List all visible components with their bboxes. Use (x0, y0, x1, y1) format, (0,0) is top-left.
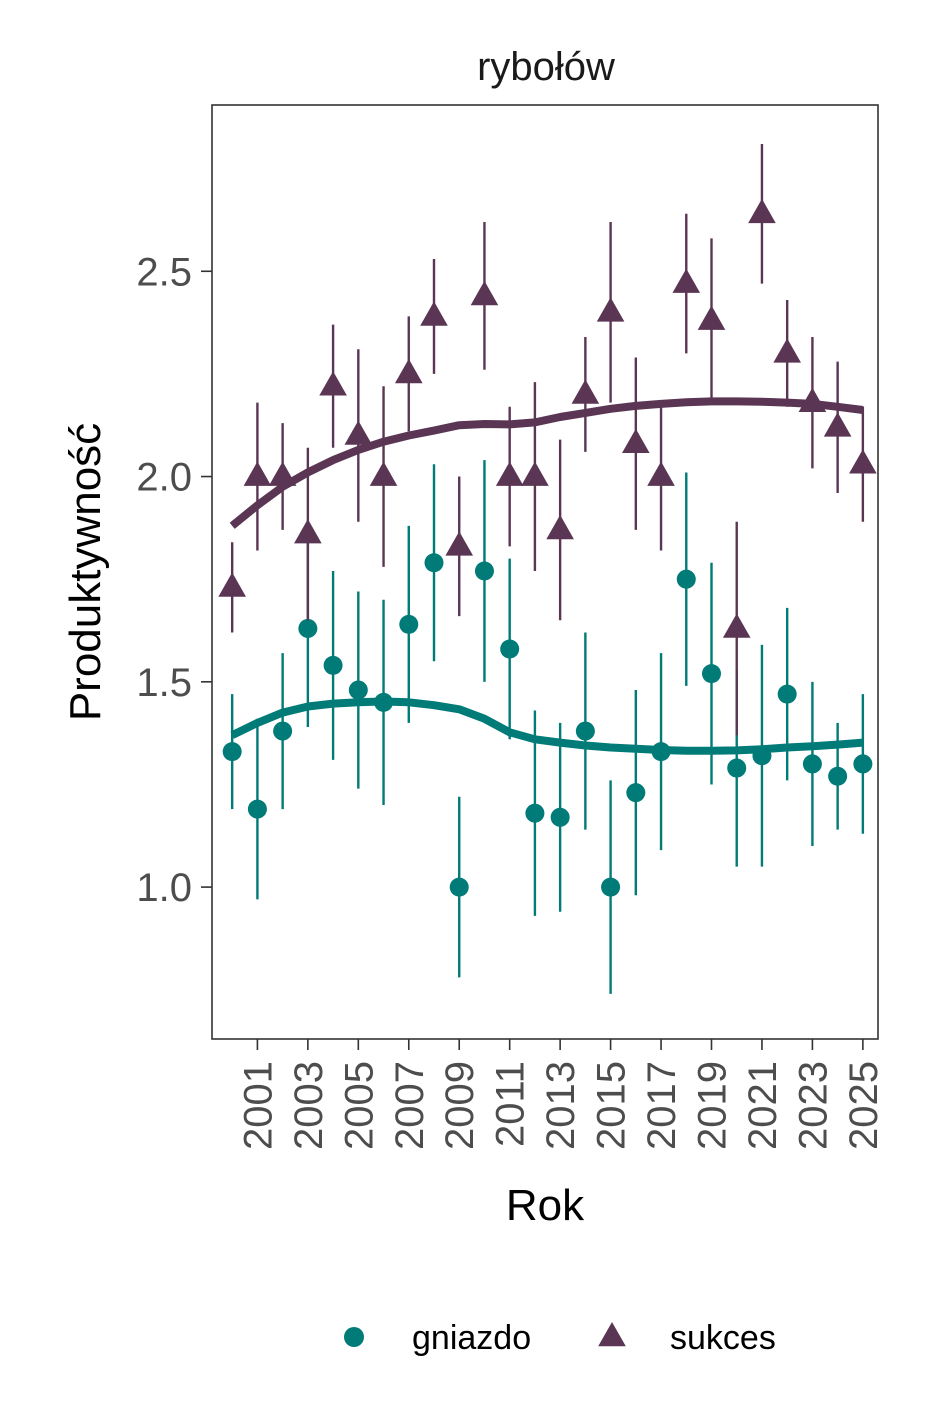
x-tick-label: 2003 (287, 1061, 331, 1150)
point-gniazdo (651, 742, 671, 762)
point-sukces (647, 461, 675, 486)
x-tick-label: 2005 (337, 1061, 381, 1150)
chart-title: rybołów (477, 45, 615, 89)
point-gniazdo (550, 807, 570, 827)
series-sukces (218, 144, 877, 736)
point-gniazdo (676, 569, 696, 589)
point-gniazdo (525, 803, 545, 823)
x-tick-label: 2001 (236, 1061, 280, 1150)
legend-label-gniazdo: gniazdo (412, 1319, 531, 1357)
point-sukces (773, 338, 801, 363)
x-axis-title: Rok (506, 1181, 585, 1230)
x-tick-label: 2017 (640, 1061, 684, 1150)
point-sukces (748, 198, 776, 224)
point-sukces (521, 461, 549, 486)
x-tick-label: 2009 (438, 1061, 482, 1150)
point-sukces (672, 268, 701, 293)
point-gniazdo (575, 721, 595, 741)
series-gniazdo (222, 460, 873, 994)
x-tick-label: 2015 (590, 1061, 634, 1150)
point-gniazdo (702, 664, 721, 684)
point-gniazdo (474, 561, 494, 581)
point-gniazdo (500, 639, 520, 659)
point-gniazdo (273, 721, 293, 741)
point-sukces (697, 305, 726, 330)
point-sukces (849, 449, 877, 474)
y-tick-label: 1.5 (136, 661, 192, 705)
point-gniazdo (802, 754, 822, 774)
point-sukces (394, 358, 423, 384)
x-tick-label: 2007 (388, 1061, 432, 1150)
x-tick-label: 2019 (691, 1061, 735, 1150)
x-tick-label: 2021 (741, 1061, 785, 1150)
x-tick-label: 2023 (791, 1061, 835, 1150)
point-gniazdo (828, 766, 848, 786)
y-tick-label: 1.0 (136, 866, 192, 910)
point-gniazdo (626, 783, 646, 803)
point-gniazdo (374, 692, 394, 712)
point-sukces (622, 428, 650, 454)
point-sukces (798, 387, 827, 412)
y-axis-title: Produktywność (61, 423, 110, 721)
point-sukces (495, 461, 524, 486)
point-sukces (571, 379, 600, 404)
point-sukces (319, 371, 347, 396)
point-sukces (344, 420, 373, 445)
point-gniazdo (348, 680, 368, 700)
point-sukces (218, 572, 246, 597)
plot-area (218, 144, 877, 994)
point-sukces (470, 280, 499, 306)
point-sukces (596, 297, 625, 322)
point-sukces (823, 412, 852, 437)
y-tick-label: 2.0 (136, 456, 192, 500)
point-gniazdo (727, 758, 747, 778)
legend-key-sukces (598, 1322, 626, 1347)
point-gniazdo (752, 746, 772, 766)
point-sukces (369, 461, 398, 486)
y-tick-label: 2.5 (136, 250, 192, 294)
point-gniazdo (424, 553, 444, 573)
y-axis: 1.0 1.5 2.0 2.5 (136, 250, 212, 910)
point-sukces (546, 514, 574, 540)
point-gniazdo (247, 799, 267, 819)
point-gniazdo (323, 655, 343, 675)
point-gniazdo (601, 877, 621, 897)
point-sukces (722, 613, 751, 638)
point-gniazdo (449, 877, 469, 897)
x-axis: 2001 2003 2005 2007 2009 2011 2013 2015 2017 2019… (236, 1039, 886, 1150)
point-sukces (268, 461, 297, 486)
point-sukces (420, 301, 448, 326)
legend-key-gniazdo (344, 1327, 364, 1347)
point-gniazdo (777, 684, 797, 704)
x-tick-label: 2011 (489, 1061, 533, 1147)
point-gniazdo (853, 754, 873, 774)
point-gniazdo (298, 618, 318, 638)
legend: gniazdo sukces (344, 1319, 776, 1357)
plot-panel-border (211, 104, 879, 1040)
point-sukces (243, 461, 272, 486)
point-sukces (445, 531, 474, 556)
point-gniazdo (399, 614, 419, 634)
x-tick-label: 2013 (539, 1061, 583, 1150)
trend-line-sukces (229, 397, 864, 529)
point-sukces (294, 519, 322, 544)
legend-label-sukces: sukces (670, 1319, 776, 1357)
point-gniazdo (222, 742, 242, 762)
x-tick-label: 2025 (842, 1061, 886, 1150)
